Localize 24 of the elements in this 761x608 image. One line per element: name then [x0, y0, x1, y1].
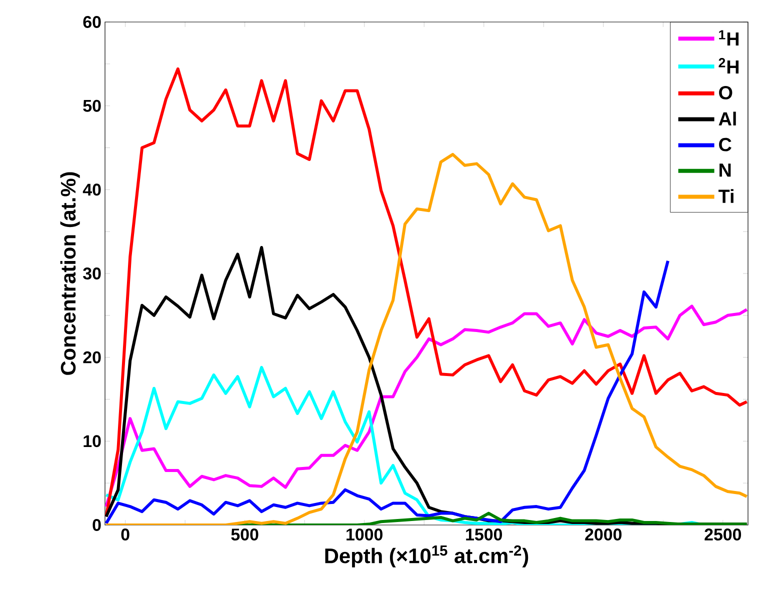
y-tick-label: 60 — [83, 16, 101, 28]
x-tick-label: 1000 — [346, 528, 382, 541]
legend-label: O — [719, 86, 732, 100]
y-tick-label: 30 — [83, 267, 101, 280]
line-series — [105, 259, 670, 525]
legend-label: Al — [718, 112, 736, 126]
x-tick-label: 2500 — [704, 528, 742, 541]
legend-label: $^{1}$H — [719, 30, 739, 46]
y-tick-label: 0 — [92, 519, 101, 531]
x-tick-label: 0 — [121, 528, 130, 541]
y-axis-title: Concentration (at.%) — [60, 172, 80, 375]
legend-label: C — [719, 138, 732, 152]
y-tick-label: 50 — [83, 100, 101, 112]
line-series — [105, 304, 748, 508]
x-tick-label: 1500 — [466, 528, 502, 541]
legend-label: N — [720, 164, 731, 177]
x-tick-label: 500 — [231, 528, 258, 541]
legend-label: Ti — [718, 189, 734, 203]
x-axis-title: Depth (×10$^{15}$ at.cm$^{-2}$) — [325, 545, 528, 568]
y-tick-label: 10 — [84, 435, 101, 448]
y-tick-label: 40 — [82, 184, 101, 196]
y-tick-label: 20 — [83, 351, 101, 364]
x-tick-label: 2000 — [585, 528, 622, 541]
legend-label: $^{2}$H — [718, 58, 739, 74]
